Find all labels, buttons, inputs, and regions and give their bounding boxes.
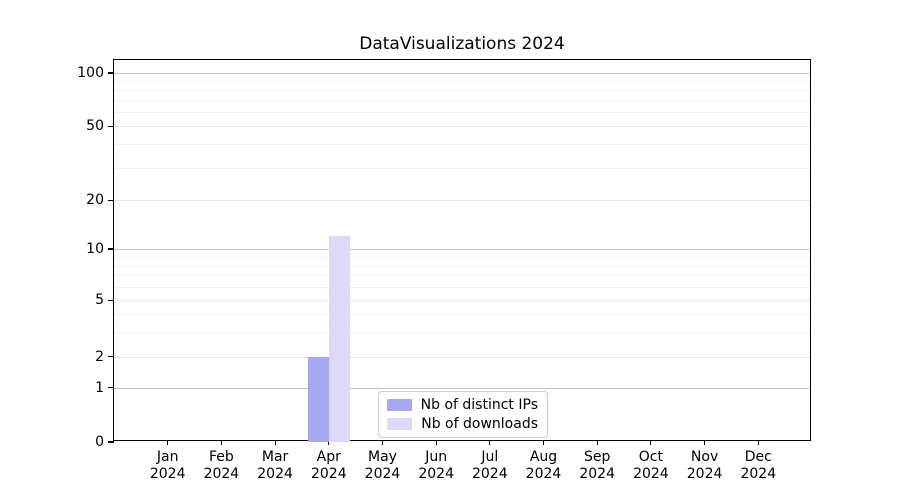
y-axis-tick	[108, 72, 114, 74]
y-axis-tick	[108, 199, 114, 201]
x-axis-tick	[757, 440, 759, 445]
x-axis-tick	[328, 440, 330, 445]
bar-downloads	[328, 236, 350, 442]
legend-swatch-distinct-ips	[387, 399, 412, 411]
bar-distinct-ips	[307, 356, 329, 442]
x-axis-tick	[596, 440, 598, 445]
y-axis-tick	[108, 441, 114, 443]
y-axis-tick-label: 0	[95, 434, 104, 450]
year-label: 2024	[149, 466, 186, 482]
gridline-sub	[114, 356, 810, 358]
year-label: 2024	[257, 466, 293, 482]
y-axis-tick-label: 5	[95, 292, 104, 309]
x-axis-tick	[220, 440, 222, 445]
x-axis-tick-label: Sep 2024	[566, 449, 628, 483]
legend-swatch-downloads	[387, 418, 413, 430]
y-axis-tick	[108, 299, 114, 301]
x-axis-tick	[274, 440, 276, 445]
y-axis-tick	[108, 387, 114, 389]
y-axis-tick-label: 10	[86, 241, 104, 257]
month-label: Dec	[744, 449, 772, 465]
x-axis-tick-label: Nov 2024	[674, 449, 736, 483]
month-label: Jul	[481, 449, 499, 465]
x-axis-tick	[381, 440, 384, 445]
y-axis-tick-label: 2	[95, 348, 104, 365]
gridline-minor	[114, 286, 810, 288]
x-axis-tick-label: Feb 2024	[190, 449, 252, 483]
year-label: 2024	[579, 466, 615, 482]
x-axis-tick	[650, 440, 652, 445]
plot-area: 0 1 2 5 10 20 50 100 Jan 2024 Feb 2024 Mar 2024 Apr 202…	[77, 59, 811, 482]
legend: Nb of distinct IPs Nb of downloads	[378, 391, 548, 438]
x-axis-tick	[489, 440, 491, 445]
x-axis-tick-label: Aug 2024	[513, 449, 575, 483]
year-label: 2024	[633, 466, 669, 482]
year-label: 2024	[740, 466, 777, 482]
x-axis-tick-label: May 2024	[352, 449, 414, 483]
x-axis-tick-label: Jan 2024	[137, 449, 199, 483]
year-label: 2024	[471, 466, 508, 482]
gridline-minor	[114, 256, 810, 258]
year-label: 2024	[364, 466, 401, 482]
y-axis-tick-label: 1	[95, 379, 104, 396]
x-axis-tick-label: Dec 2024	[727, 449, 789, 483]
year-label: 2024	[310, 466, 347, 482]
x-axis-tick	[435, 440, 437, 445]
legend-label-downloads: Nb of downloads	[421, 415, 538, 432]
year-label: 2024	[418, 466, 454, 482]
y-axis-tick	[108, 125, 114, 127]
gridline-minor	[114, 275, 810, 277]
gridline-minor	[114, 81, 810, 83]
year-label: 2024	[686, 466, 723, 482]
y-axis-tick	[108, 356, 114, 358]
year-label: 2024	[203, 466, 240, 482]
chart-title: DataVisualizations 2024	[359, 34, 565, 54]
month-label: Oct	[638, 449, 663, 465]
legend-label-distinct-ips: Nb of distinct IPs	[420, 396, 538, 413]
y-axis-tick	[108, 248, 114, 250]
x-axis-tick	[542, 440, 545, 445]
y-axis-tick-label: 100	[77, 65, 104, 81]
month-label: Sep	[583, 449, 611, 465]
y-axis-tick-label: 20	[86, 192, 104, 209]
gridline-minor	[114, 314, 810, 315]
gridline-major	[114, 73, 810, 74]
gridline-minor	[114, 144, 810, 146]
y-axis-tick-label: 50	[86, 118, 104, 135]
gridline-minor	[114, 100, 810, 102]
gridline-minor	[114, 167, 810, 169]
gridline-major	[114, 387, 810, 389]
month-label: Nov	[690, 449, 719, 465]
month-label: Feb	[208, 449, 234, 465]
gridline-minor	[114, 112, 810, 114]
gridline-major	[114, 249, 810, 250]
x-axis-tick	[704, 440, 706, 445]
x-axis-tick-label: Oct 2024	[620, 449, 682, 483]
month-label: Jan	[156, 449, 179, 465]
month-label: Mar	[261, 449, 289, 465]
gridline-sub	[114, 126, 810, 128]
x-axis-tick-label: Mar 2024	[244, 449, 306, 483]
x-axis-tick-label: Apr 2024	[298, 449, 360, 483]
gridline-sub	[114, 300, 810, 302]
month-label: Jun	[425, 449, 448, 465]
gridline-minor	[114, 331, 810, 333]
month-label: May	[368, 449, 397, 465]
year-label: 2024	[525, 466, 562, 482]
gridline-minor	[114, 265, 810, 267]
month-label: Aug	[529, 449, 558, 465]
x-axis-tick-label: Jul 2024	[459, 449, 521, 483]
legend-item-distinct-ips: Nb of distinct IPs	[387, 397, 538, 413]
x-axis-tick	[167, 440, 169, 445]
gridline-minor	[114, 90, 810, 92]
gridline-sub	[114, 200, 810, 202]
x-axis-tick-label: Jun 2024	[405, 449, 467, 483]
legend-item-downloads: Nb of downloads	[387, 416, 538, 432]
month-label: Apr	[316, 449, 341, 465]
